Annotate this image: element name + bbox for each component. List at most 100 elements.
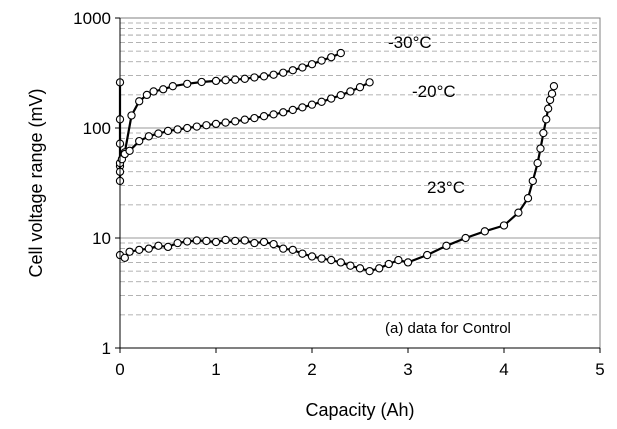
data-point — [231, 236, 240, 246]
data-point — [355, 83, 365, 92]
data-point — [355, 264, 365, 273]
data-point — [144, 244, 153, 253]
data-point — [221, 76, 230, 85]
data-point — [192, 236, 201, 245]
data-point — [279, 108, 288, 117]
data-point — [259, 237, 269, 247]
data-point — [336, 90, 345, 100]
data-point — [120, 253, 129, 263]
data-point — [346, 261, 355, 270]
data-point — [202, 121, 211, 130]
data-point — [183, 123, 192, 133]
plot-area-frame — [119, 17, 601, 349]
y-tick-label: 100 — [83, 119, 111, 138]
data-point — [144, 132, 153, 141]
data-point — [240, 74, 249, 83]
annotation-note: (a) data for Control — [385, 320, 511, 337]
data-point — [154, 241, 163, 250]
data-point — [231, 75, 240, 84]
series-label-23: 23°C — [427, 178, 465, 197]
data-point — [149, 87, 158, 96]
data-point — [539, 128, 548, 138]
data-point — [549, 82, 559, 91]
data-point — [317, 97, 326, 106]
data-point — [547, 89, 557, 98]
data-point — [327, 53, 336, 62]
data-point — [202, 236, 211, 246]
data-point — [288, 105, 297, 115]
data-point — [307, 60, 317, 69]
x-tick-label: 3 — [403, 360, 412, 379]
data-point — [480, 227, 489, 236]
data-point — [307, 252, 317, 261]
data-point — [298, 63, 307, 72]
data-point — [159, 85, 168, 94]
series-layer — [115, 48, 559, 276]
x-axis-label: Capacity (Ah) — [305, 400, 414, 420]
data-point — [221, 235, 230, 245]
data-point — [135, 136, 144, 146]
y-tick-labels: 1 10 100 1000 — [73, 9, 111, 358]
data-point — [211, 76, 221, 86]
data-point — [461, 233, 470, 243]
y-tick-label: 10 — [92, 229, 111, 248]
data-point — [528, 176, 537, 186]
data-point — [250, 73, 259, 82]
x-tick-label: 1 — [211, 360, 220, 379]
data-point — [269, 70, 278, 79]
data-point — [211, 237, 221, 247]
data-point — [125, 146, 134, 155]
data-point — [365, 266, 374, 276]
data-point — [173, 238, 182, 248]
grid-lines — [120, 22, 600, 316]
y-tick-label: 1000 — [73, 9, 111, 28]
x-tick-label: 4 — [499, 360, 508, 379]
data-point — [163, 126, 173, 136]
data-point — [197, 77, 206, 87]
data-point — [298, 103, 307, 112]
data-point — [259, 112, 269, 121]
data-point — [142, 90, 152, 100]
data-point — [394, 255, 403, 265]
data-point — [183, 237, 192, 246]
series-line — [118, 52, 342, 168]
data-point — [192, 122, 201, 131]
data-point — [279, 68, 288, 77]
data-point — [173, 125, 182, 134]
series-label-minus30: -30°C — [388, 33, 432, 52]
data-point — [168, 82, 177, 91]
data-point — [288, 245, 297, 255]
data-point — [269, 239, 278, 249]
y-tick-label: 1 — [102, 339, 111, 358]
data-point — [127, 111, 136, 120]
axes — [115, 17, 601, 353]
data-point — [250, 113, 259, 123]
data-point — [135, 97, 144, 106]
data-point — [346, 87, 355, 96]
data-point — [163, 242, 173, 252]
data-point — [240, 115, 249, 124]
data-point — [279, 244, 288, 253]
x-tick-label: 0 — [115, 360, 124, 379]
data-point — [542, 115, 551, 124]
data-point — [211, 119, 221, 129]
data-point — [231, 117, 240, 126]
data-point — [384, 259, 393, 269]
data-point — [183, 79, 192, 88]
data-point — [288, 66, 297, 75]
data-point — [336, 258, 345, 267]
data-point — [533, 158, 542, 168]
data-point — [536, 144, 545, 153]
data-point — [250, 238, 259, 248]
x-tick-label: 5 — [595, 360, 604, 379]
data-point — [375, 264, 384, 273]
data-point — [327, 255, 336, 265]
data-point — [365, 78, 374, 87]
data-point — [442, 241, 451, 250]
data-point — [269, 110, 278, 119]
data-point — [327, 94, 336, 103]
data-point — [135, 245, 144, 255]
data-point — [403, 258, 413, 267]
data-point — [499, 221, 509, 230]
x-tick-labels: 0 1 2 3 4 5 — [115, 360, 604, 379]
